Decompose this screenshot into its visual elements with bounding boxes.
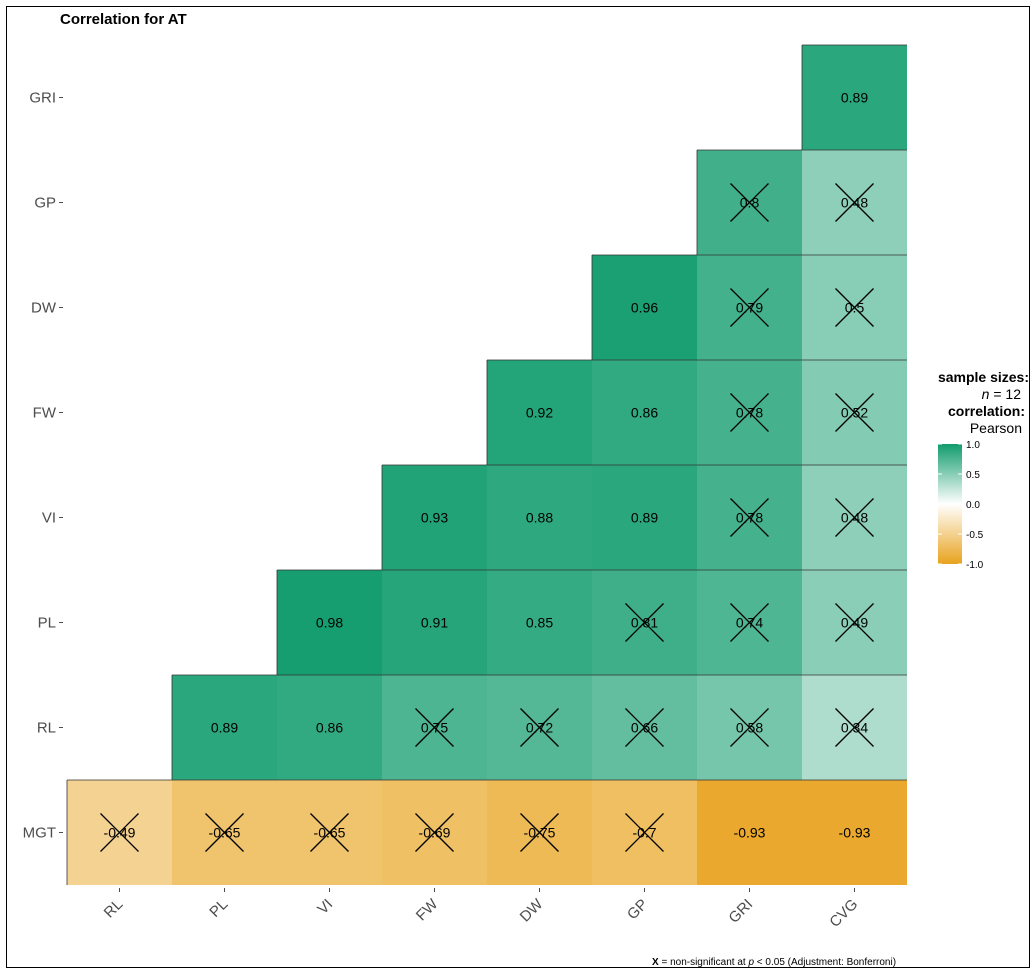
cell-fw-dw [487,360,592,465]
legend-ticks: 1.0 0.5 0.0 -0.5 -1.0 [938,440,984,571]
legend-tick-label: -0.5 [966,530,984,541]
cell-label-pl-dw: 0.85 [526,615,553,631]
non-significant-cross-b [100,813,139,852]
cell-dw-gp [592,255,697,360]
y-tick-label-mgt: MGT [23,825,56,842]
y-tick-label-gp: GP [34,195,56,212]
y-tick-label-rl: RL [37,720,56,737]
cell-label-mgt-cvg: -0.93 [839,825,871,841]
legend-tick-label: -1.0 [966,560,984,571]
cell-rl-pl [172,675,277,780]
non-significant-cross-b [520,813,559,852]
non-significant-cross-b [835,603,874,642]
cell-pl-vi [277,570,382,675]
x-tick-label-cvg: CVG [826,896,861,931]
x-tick-label-rl: RL [101,896,127,922]
x-tick-label-gp: GP [624,896,651,923]
x-axis: RL PL VI FW DW GP GRI CVG [101,888,861,931]
non-significant-cross-b [835,393,874,432]
y-tick-label-gri: GRI [29,90,56,107]
x-tick-label-fw: FW [413,895,442,924]
cell-vi-gp [592,465,697,570]
cell-vi-fw [382,465,487,570]
x-tick-label-vi: VI [314,896,336,918]
cell-mgt-cvg [802,780,907,885]
legend-tick-label: 0.5 [966,470,980,481]
non-significant-cross-b [730,393,769,432]
non-significant-cross-b [415,708,454,747]
cell-pl-dw [487,570,592,675]
y-tick-label-vi: VI [42,510,56,527]
cell-label-fw-gp: 0.86 [631,405,658,421]
legend-n-label: n = 12 [982,386,1022,402]
cell-label-mgt-gri: -0.93 [734,825,766,841]
caption-marker: X [652,957,659,968]
y-tick-label-dw: DW [31,300,57,317]
cell-pl-fw [382,570,487,675]
cell-label-rl-pl: 0.89 [211,720,238,736]
cell-label-vi-dw: 0.88 [526,510,553,526]
cell-mgt-gri [697,780,802,885]
legend-heading-correlation: correlation: [948,403,1025,419]
non-significant-cross-b [625,708,664,747]
non-significant-cross-b [730,183,769,222]
cell-label-pl-vi: 0.98 [316,615,343,631]
cell-label-vi-gp: 0.89 [631,510,658,526]
cell-vi-dw [487,465,592,570]
caption-p: p [747,957,754,968]
cell-rl-vi [277,675,382,780]
legend-heading-sample-sizes: sample sizes: [938,369,1029,385]
non-significant-cross-b [730,708,769,747]
non-significant-cross-b [730,498,769,537]
non-significant-cross-b [520,708,559,747]
cell-fw-gp [592,360,697,465]
non-significant-cross-b [415,813,454,852]
non-significant-cross-b [835,708,874,747]
caption-text-2: < 0.05 (Adjustment: Bonferroni) [757,957,896,968]
legend-tick-label: 0.0 [966,500,980,511]
legend-method: Pearson [970,420,1022,436]
cell-label-dw-gp: 0.96 [631,300,658,316]
x-tick-label-pl: PL [206,896,231,921]
non-significant-cross-b [625,813,664,852]
y-axis: GRI GP DW FW VI PL RL MGT [23,90,63,842]
caption-text-1: = non-significant at [661,957,745,968]
non-significant-cross-b [730,603,769,642]
non-significant-cross-b [835,498,874,537]
x-tick-label-gri: GRI [725,896,756,927]
cell-label-fw-dw: 0.92 [526,405,553,421]
legend: sample sizes: n = 12 correlation: Pearso… [938,369,1029,571]
figure-frame [6,6,1030,968]
y-tick-label-pl: PL [38,615,56,632]
heatmap-cells: 0.890.80.480.960.790.50.920.860.780.520.… [66,44,907,885]
cell-label-rl-vi: 0.86 [316,720,343,736]
cell-label-pl-fw: 0.91 [421,615,448,631]
cell-gri-cvg [802,45,907,150]
cell-label-vi-fw: 0.93 [421,510,448,526]
non-significant-cross-b [835,288,874,327]
non-significant-cross-b [625,603,664,642]
legend-n-value: = 12 [993,386,1021,402]
y-tick-label-fw: FW [33,405,57,422]
chart-title: Correlation for AT [60,11,187,28]
caption: X = non-significant at p < 0.05 (Adjustm… [652,957,896,968]
x-tick-label-dw: DW [517,895,547,925]
non-significant-cross-b [310,813,349,852]
non-significant-cross-b [730,288,769,327]
non-significant-cross-b [835,183,874,222]
legend-tick-label: 1.0 [966,440,980,451]
non-significant-cross-b [205,813,244,852]
legend-n-symbol: n [982,386,990,402]
cell-label-gri-cvg: 0.89 [841,90,868,106]
